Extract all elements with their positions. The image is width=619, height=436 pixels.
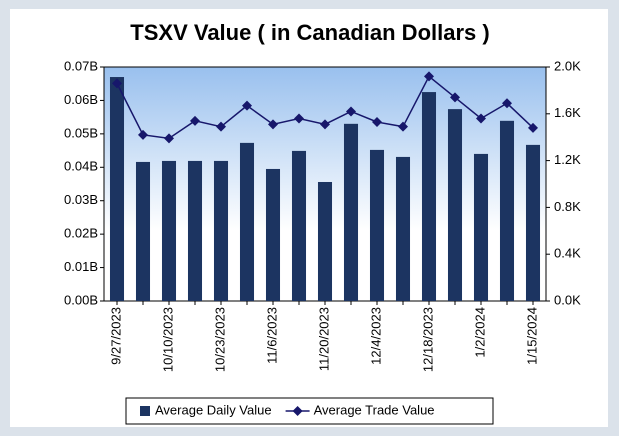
- bar: [499, 120, 515, 301]
- y2-tick-label: 0.0K: [554, 292, 581, 307]
- line-marker: [346, 106, 356, 117]
- bar: [395, 156, 411, 301]
- bar: [291, 150, 307, 301]
- legend-label: Average Trade Value: [314, 402, 435, 417]
- bar: [265, 168, 281, 301]
- line-marker: [398, 121, 408, 132]
- bar: [213, 160, 229, 301]
- x-tick-label: 11/20/2023: [316, 307, 331, 371]
- x-tick-label: 9/27/2023: [108, 307, 123, 365]
- line-marker: [242, 100, 252, 111]
- bar: [525, 144, 541, 301]
- line-marker: [450, 92, 460, 103]
- bar: [369, 149, 385, 301]
- line-marker: [112, 78, 122, 89]
- y-tick-label: 0.04B: [64, 159, 98, 174]
- bar: [473, 153, 489, 301]
- bar: [343, 123, 359, 301]
- bar: [447, 109, 463, 302]
- bar: [187, 160, 203, 301]
- y2-tick-label: 2.0K: [554, 58, 581, 73]
- x-tick-label: 10/10/2023: [160, 307, 175, 372]
- bar: [135, 161, 151, 301]
- y-tick-label: 0.00B: [64, 292, 98, 307]
- x-tick-label: 12/18/2023: [420, 307, 435, 372]
- bar: [161, 160, 177, 301]
- legend-marker: [292, 406, 303, 416]
- bar: [239, 142, 255, 301]
- y-tick-label: 0.03B: [64, 192, 98, 207]
- y-tick-label: 0.06B: [64, 92, 98, 107]
- x-tick-label: 10/23/2023: [212, 307, 227, 372]
- line-marker: [268, 119, 278, 130]
- x-tick-label: 11/6/2023: [264, 307, 279, 364]
- y-tick-label: 0.07B: [64, 58, 98, 73]
- line-marker: [476, 113, 486, 124]
- line-marker: [424, 71, 434, 82]
- line-marker: [528, 122, 538, 133]
- line-marker: [190, 115, 200, 126]
- line-marker: [294, 113, 304, 124]
- bar: [109, 77, 125, 302]
- line-marker: [164, 133, 174, 144]
- y2-tick-label: 1.2K: [554, 152, 581, 167]
- y-tick-label: 0.05B: [64, 125, 98, 140]
- y-tick-label: 0.01B: [64, 259, 98, 274]
- line-marker: [216, 121, 226, 132]
- line-marker: [502, 98, 512, 109]
- x-tick-label: 1/15/2024: [524, 307, 539, 365]
- line-marker: [372, 116, 382, 127]
- bar: [317, 181, 333, 301]
- line-marker: [320, 119, 330, 130]
- y2-tick-label: 0.4K: [554, 246, 581, 261]
- legend-label: Average Daily Value: [155, 402, 272, 417]
- bar: [421, 92, 437, 301]
- y-tick-label: 0.02B: [64, 226, 98, 241]
- y2-tick-label: 0.8K: [554, 199, 581, 214]
- chart-title: TSXV Value ( in Canadian Dollars ): [130, 20, 489, 45]
- legend-swatch: [140, 406, 150, 416]
- y2-tick-label: 1.6K: [554, 105, 581, 120]
- line-marker: [138, 129, 148, 140]
- x-tick-label: 12/4/2023: [368, 307, 383, 365]
- x-tick-label: 1/2/2024: [472, 307, 487, 358]
